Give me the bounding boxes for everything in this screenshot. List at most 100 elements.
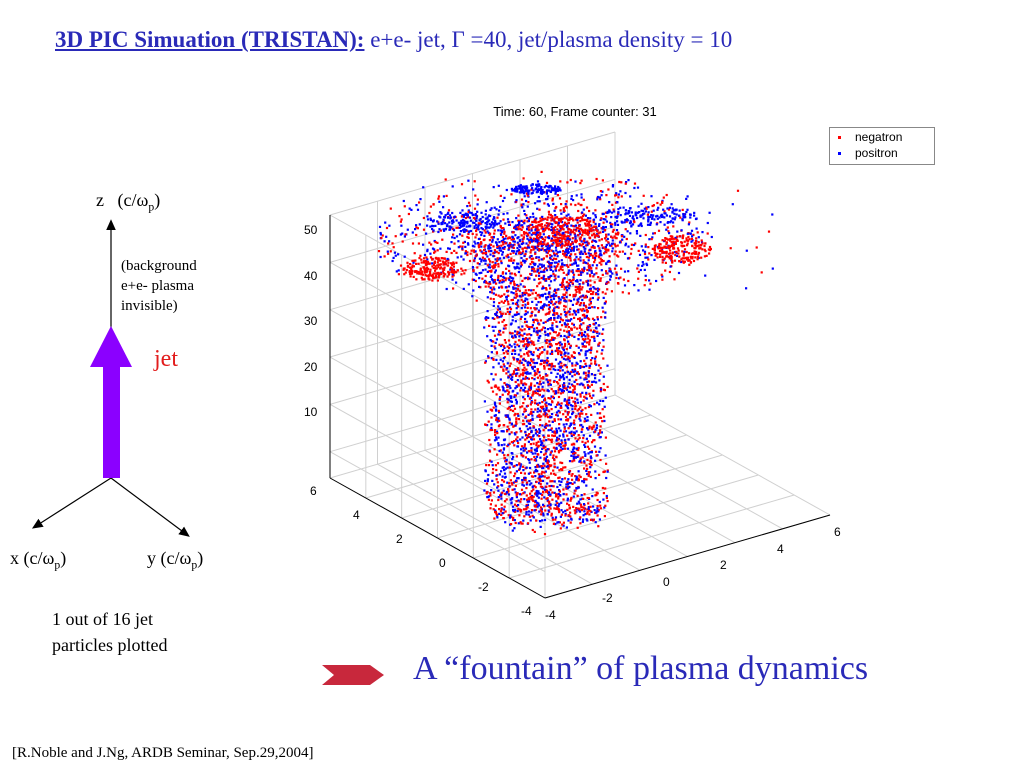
positron-point	[451, 222, 454, 225]
positron-point	[542, 277, 545, 281]
negatron-point	[691, 255, 694, 258]
negatron-point	[575, 507, 578, 510]
positron-point	[549, 317, 552, 320]
positron-point	[523, 491, 526, 494]
negatron-point	[586, 445, 589, 448]
positron-point	[520, 386, 523, 390]
negatron-point	[553, 365, 556, 368]
negatron-point	[559, 468, 563, 471]
negatron-point	[550, 514, 553, 517]
negatron-point	[543, 533, 547, 536]
positron-point	[579, 273, 583, 276]
positron-point	[510, 396, 513, 400]
positron-point	[547, 429, 550, 432]
negatron-point	[520, 445, 524, 448]
negatron-point	[681, 257, 684, 260]
positron-point	[573, 391, 576, 394]
positron-point	[538, 336, 541, 340]
positron-point	[517, 504, 520, 507]
negatron-point	[559, 267, 562, 271]
positron-point	[549, 280, 553, 283]
negatron-point	[613, 243, 616, 246]
positron-point	[512, 277, 515, 280]
negatron-point	[533, 238, 536, 241]
negatron-point	[569, 203, 573, 206]
positron-point	[577, 297, 580, 300]
positron-point	[579, 365, 582, 368]
negatron-point	[564, 205, 567, 208]
negatron-point	[484, 231, 487, 234]
positron-point	[562, 435, 565, 438]
negatron-point	[496, 316, 499, 319]
y-axis-edge	[544, 514, 831, 599]
negatron-point	[536, 319, 539, 322]
negatron-point	[683, 240, 686, 243]
negatron-point	[546, 218, 549, 221]
negatron-point	[597, 232, 600, 235]
negatron-point	[603, 237, 607, 240]
negatron-point	[487, 381, 490, 384]
negatron-point	[508, 364, 511, 368]
negatron-point	[585, 393, 588, 396]
negatron-point	[513, 407, 517, 410]
negatron-point	[522, 419, 525, 422]
negatron-point	[507, 237, 510, 240]
positron-point	[572, 271, 575, 274]
positron-point	[538, 263, 541, 266]
positron-point	[534, 466, 537, 469]
negatron-point	[587, 473, 590, 476]
negatron-point	[487, 464, 491, 467]
negatron-point	[554, 331, 557, 334]
negatron-point	[517, 225, 520, 228]
positron-point	[542, 228, 545, 231]
negatron-point	[506, 310, 509, 313]
negatron-point	[541, 494, 544, 497]
positron-point	[547, 222, 550, 225]
positron-point	[617, 193, 620, 196]
negatron-point	[532, 442, 535, 445]
positron-point	[536, 248, 539, 251]
positron-point	[589, 300, 592, 303]
negatron-point	[520, 488, 524, 491]
positron-point	[569, 482, 572, 485]
positron-point	[697, 236, 700, 239]
negatron-point	[568, 235, 571, 238]
negatron-point	[594, 421, 597, 424]
negatron-point	[695, 250, 698, 254]
positron-point	[548, 245, 551, 249]
positron-point	[535, 256, 538, 259]
negatron-point	[562, 223, 565, 226]
negatron-point	[670, 257, 673, 260]
negatron-point	[499, 295, 502, 298]
negatron-point	[571, 482, 574, 485]
positron-point	[573, 356, 576, 359]
negatron-point	[517, 368, 520, 371]
negatron-point	[549, 438, 552, 442]
negatron-point	[428, 241, 431, 244]
positron-point	[498, 241, 501, 244]
negatron-point	[600, 217, 603, 220]
positron-point	[403, 235, 406, 238]
negatron-point	[650, 210, 653, 213]
negatron-point	[529, 471, 532, 474]
positron-point	[594, 459, 597, 462]
negatron-point	[592, 232, 595, 235]
negatron-point	[550, 363, 554, 366]
positron-point	[603, 506, 606, 509]
negatron-point	[521, 522, 524, 525]
negatron-point	[436, 261, 439, 264]
negatron-point	[697, 251, 701, 254]
positron-point	[565, 483, 568, 486]
positron-point	[520, 242, 523, 246]
negatron-point	[520, 204, 523, 207]
positron-point	[582, 294, 585, 297]
negatron-point	[518, 362, 521, 365]
negatron-point	[577, 248, 580, 251]
negatron-point	[540, 276, 543, 280]
negatron-point	[529, 315, 532, 318]
positron-point	[624, 244, 627, 247]
positron-point	[523, 332, 526, 335]
positron-point	[480, 233, 483, 237]
negatron-point	[583, 507, 586, 511]
positron-point	[494, 313, 497, 316]
